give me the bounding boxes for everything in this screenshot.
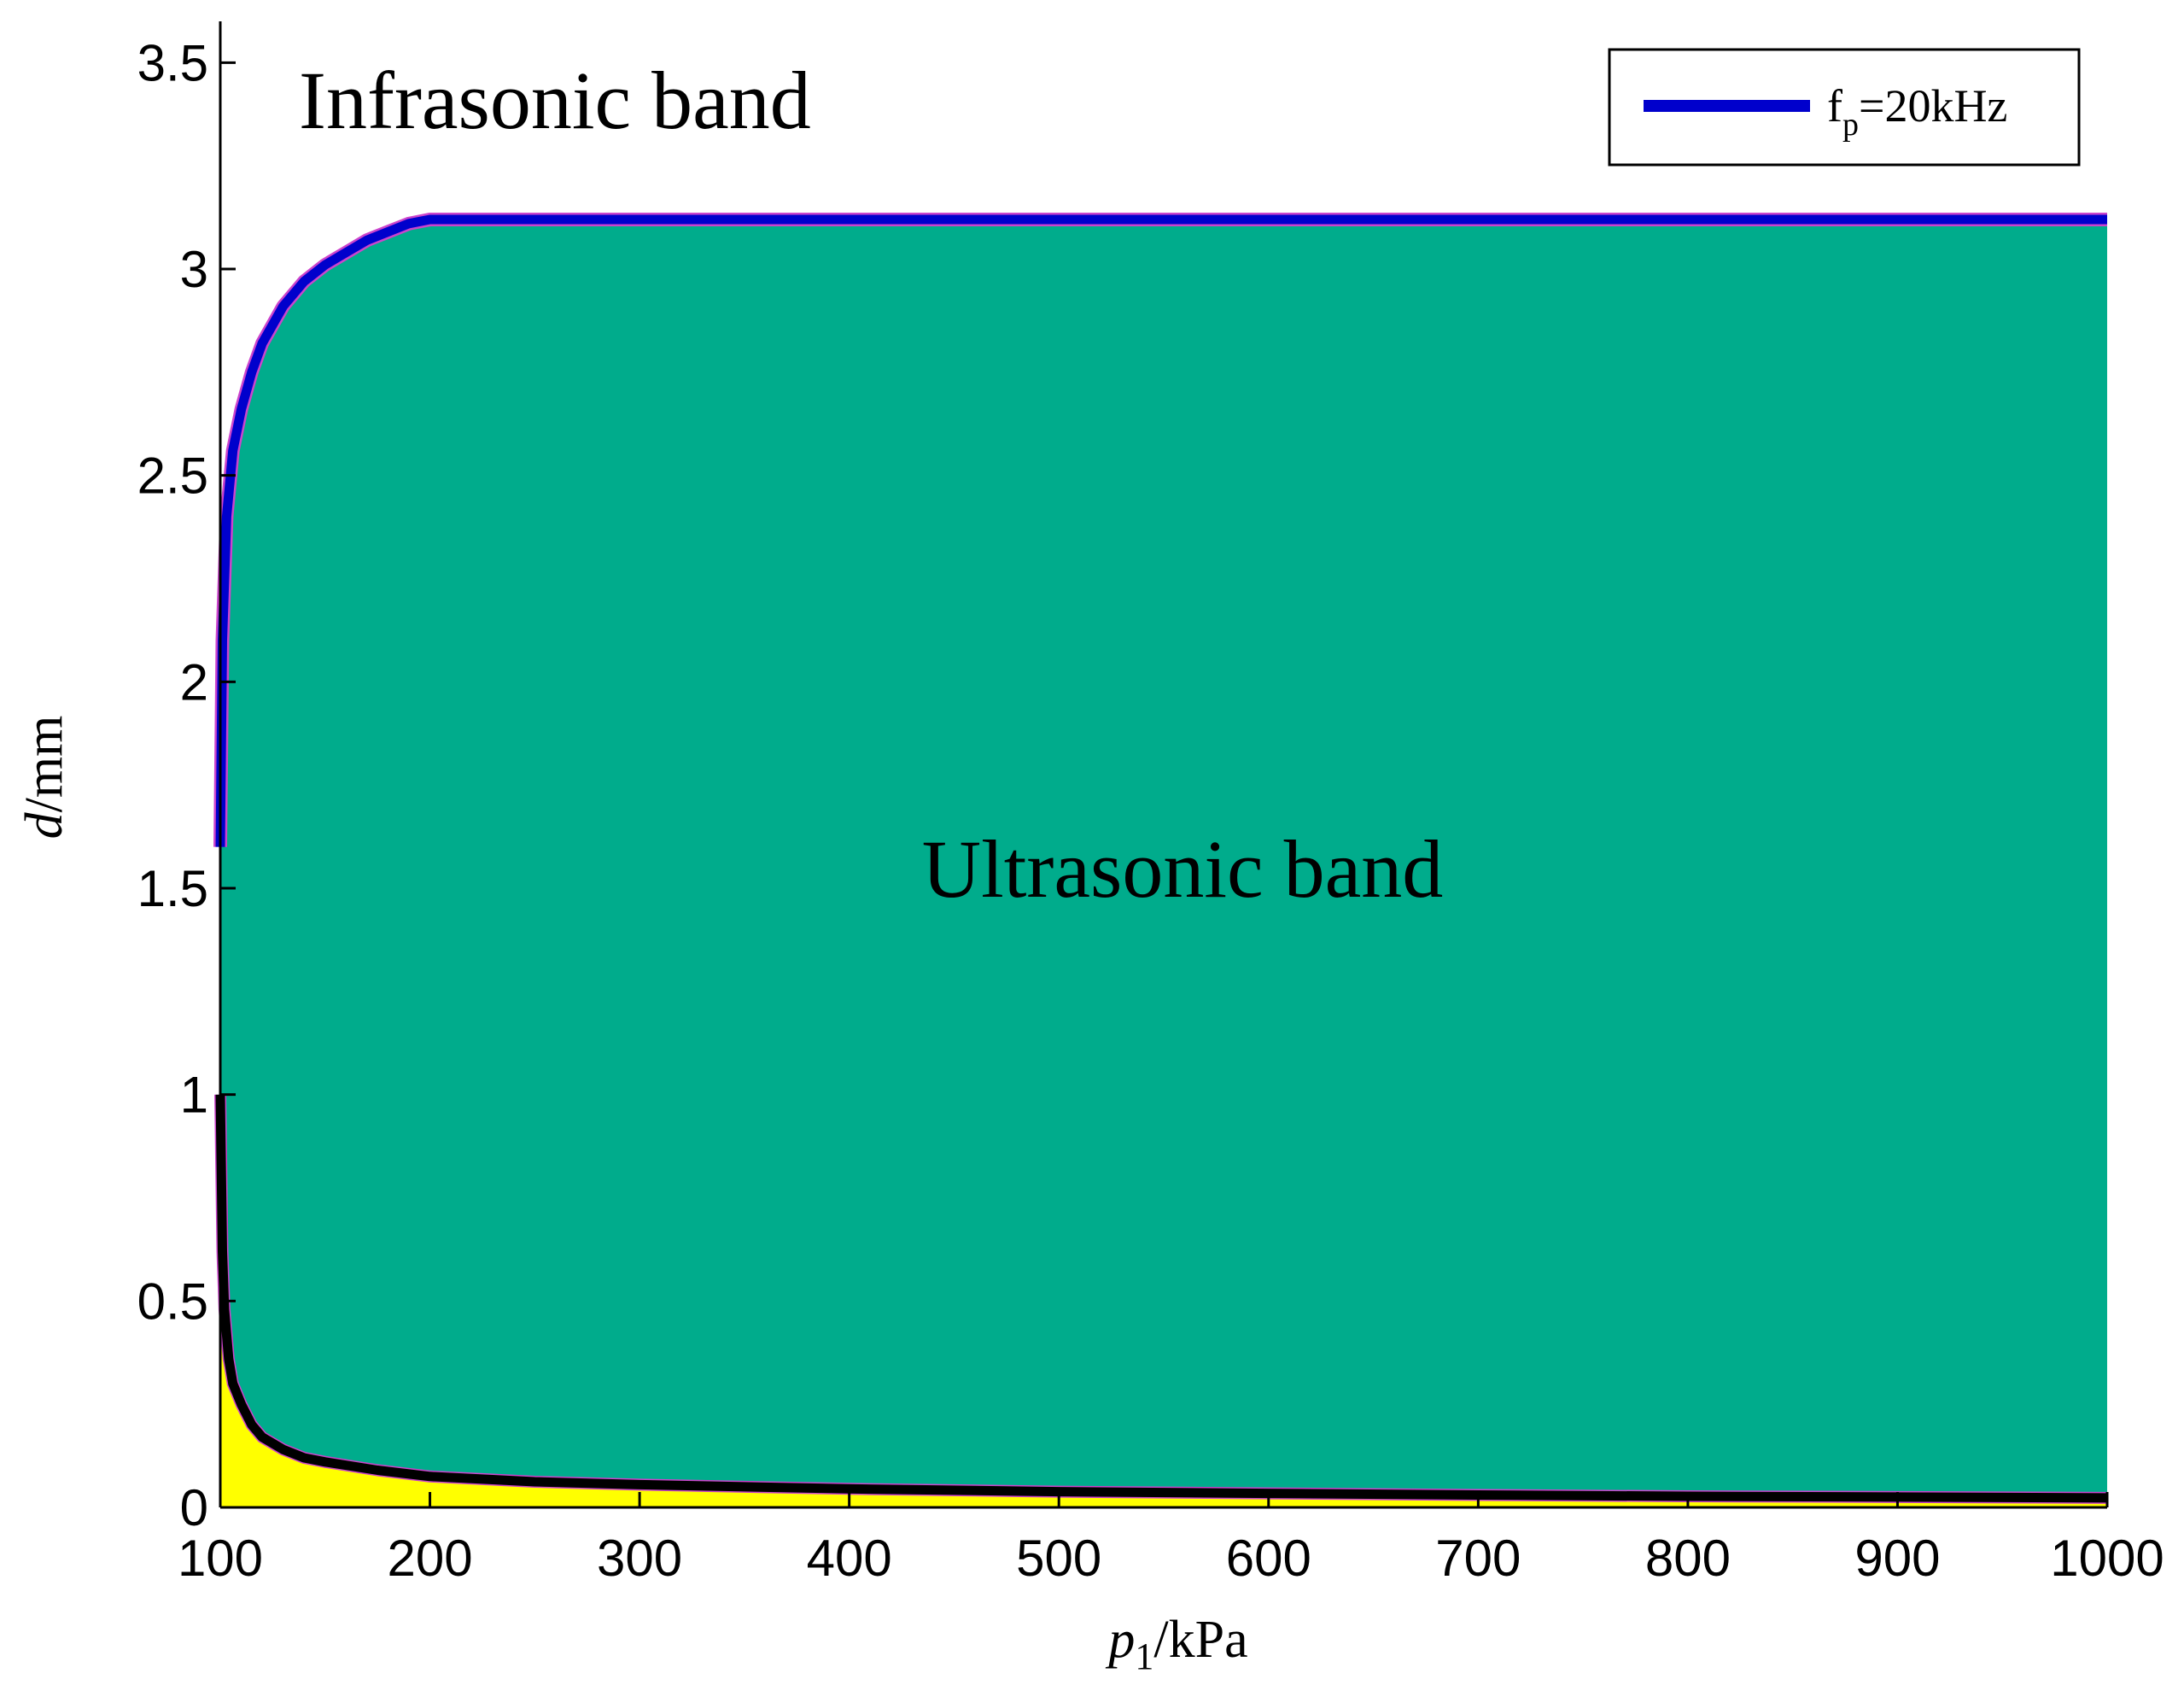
- y-tick-label: 2.5: [137, 448, 208, 505]
- x-tick-label: 800: [1645, 1530, 1731, 1587]
- legend-label: fp=20kHz: [1827, 80, 2007, 143]
- legend: fp=20kHz: [1608, 48, 2081, 167]
- x-tick-label: 400: [807, 1530, 892, 1587]
- y-tick-label: 3: [180, 241, 208, 298]
- x-tick-label: 900: [1854, 1530, 1940, 1587]
- ultrasonic-band-label: Ultrasonic band: [922, 823, 1444, 915]
- legend-label-main: f: [1827, 80, 1842, 132]
- upper-boundary-line: [215, 214, 2107, 847]
- x-axis-title-unit: /kPa: [1153, 1611, 1247, 1669]
- x-tick-label: 100: [178, 1530, 263, 1587]
- ticks: 100 200 300 400 500 600 700 800 900 1000 0 0.5 1 1.5 2…: [137, 34, 2164, 1587]
- x-tick-label: 700: [1435, 1530, 1521, 1587]
- x-tick-label: 1000: [2050, 1530, 2164, 1587]
- y-tick-label: 0: [180, 1479, 208, 1536]
- legend-box: [1608, 48, 2081, 167]
- plot-fills: [220, 219, 2107, 1507]
- x-axis-title-var: p: [1105, 1611, 1135, 1669]
- legend-label-sub: p: [1842, 107, 1859, 143]
- x-tick-label: 600: [1226, 1530, 1311, 1587]
- y-tick-label: 2: [180, 653, 208, 711]
- legend-label-rest: =20kHz: [1859, 80, 2007, 132]
- infrasonic-band-label: Infrasonic band: [299, 55, 811, 146]
- y-tick-label: 3.5: [137, 34, 208, 91]
- y-tick-label: 1.5: [137, 860, 208, 917]
- y-tick-label: 0.5: [137, 1273, 208, 1330]
- y-axis-title-var: d: [15, 811, 73, 839]
- x-tick-label: 300: [597, 1530, 682, 1587]
- x-axis-title-sub: 1: [1135, 1635, 1153, 1677]
- plot-lines: [213, 213, 2108, 1504]
- x-axis-title: p1/kPa: [1105, 1611, 1247, 1677]
- lower-boundary-line: [215, 1094, 2108, 1503]
- y-axis-title: d/mm: [15, 716, 73, 840]
- ultrasonic-band-fill: [220, 219, 2107, 1498]
- x-tick-label: 200: [388, 1530, 473, 1587]
- y-axis-title-unit: /mm: [15, 716, 73, 813]
- x-tick-label: 500: [1016, 1530, 1101, 1587]
- y-tick-label: 1: [180, 1067, 208, 1124]
